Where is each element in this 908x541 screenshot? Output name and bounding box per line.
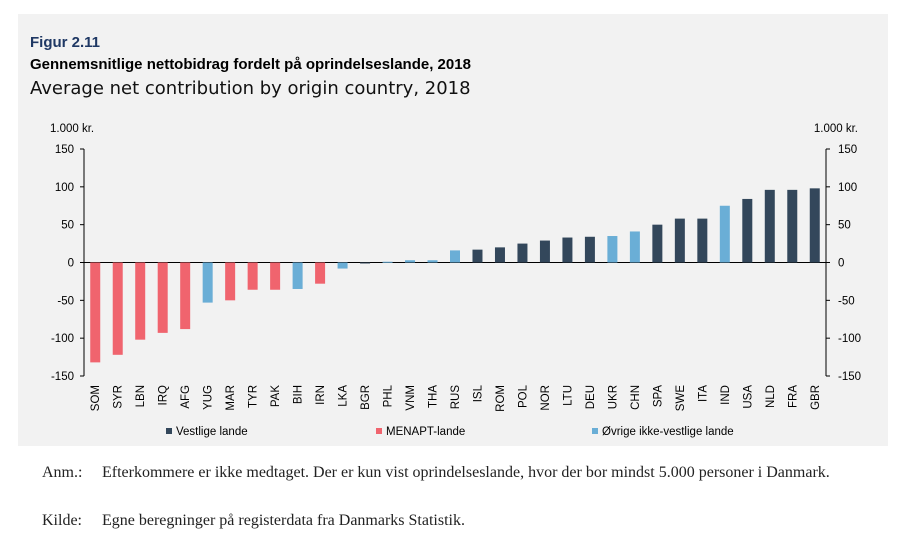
x-tick-label: SWE: [675, 385, 687, 412]
bar-lka: [337, 262, 348, 269]
x-tick-label: LBN: [135, 385, 147, 407]
bar-nld: [764, 189, 775, 263]
chart-title: Gennemsnitlige nettobidrag fordelt på op…: [30, 56, 471, 73]
bar-pak: [270, 262, 281, 290]
legend-swatch-vestlige: [166, 428, 172, 434]
y-tick-label-left: 100: [55, 182, 74, 194]
x-tick-label: TYR: [248, 385, 260, 408]
note-anm: Anm.: Efterkommere er ikke medtaget. Der …: [42, 462, 882, 483]
y-tick-label-left: -100: [51, 333, 74, 345]
x-tick-label: RUS: [450, 385, 462, 410]
x-tick-label: BIH: [293, 385, 305, 404]
x-tick-label: ITA: [697, 385, 709, 402]
y-tick-label-right: -150: [838, 371, 861, 383]
x-tick-label: USA: [742, 385, 754, 409]
x-tick-label: SPA: [652, 385, 664, 407]
note-kilde-text: Egne beregninger på registerdata fra Dan…: [102, 512, 465, 529]
x-tick-label: ROM: [495, 385, 507, 412]
bar-yug: [202, 262, 213, 303]
note-kilde-tag: Kilde:: [42, 512, 82, 529]
x-tick-label: PAK: [270, 385, 282, 407]
y-tick-label-right: 0: [838, 258, 844, 270]
y-tick-label-right: -100: [838, 333, 861, 345]
x-tick-label: CHN: [630, 385, 642, 410]
bar-tha: [427, 260, 438, 263]
x-tick-label: SYR: [113, 385, 125, 409]
legend-swatch-ovrige: [592, 428, 598, 434]
y-tick-label-right: 50: [838, 220, 851, 232]
bar-mar: [225, 262, 236, 301]
bar-vnm: [405, 260, 416, 263]
bar-ukr: [607, 236, 618, 263]
x-tick-label: NOR: [540, 385, 552, 411]
x-tick-label: SOM: [90, 385, 102, 411]
x-tick-label: PHL: [383, 384, 395, 407]
bar-gbr: [809, 188, 820, 263]
x-tick-label: DEU: [585, 385, 597, 409]
x-tick-label: IND: [720, 385, 732, 405]
x-tick-label: IRQ: [158, 385, 170, 406]
x-tick-label: LKA: [338, 385, 350, 407]
x-tick-label: MAR: [225, 385, 237, 411]
x-tick-label: FRA: [787, 385, 799, 408]
x-tick-label: ISL: [472, 384, 484, 402]
x-tick-label: POL: [517, 384, 529, 408]
bar-bgr: [360, 262, 371, 264]
legend-label-vestlige: Vestlige lande: [176, 426, 248, 438]
y-tick-label-left: -50: [57, 295, 74, 307]
x-tick-label: AFG: [180, 385, 192, 409]
x-tick-label: VNM: [405, 385, 417, 411]
bar-deu: [584, 236, 595, 263]
note-anm-text: Efterkommere er ikke medtaget. Der er ku…: [102, 464, 830, 481]
y-unit-label-right: 1.000 kr.: [814, 123, 858, 135]
bar-afg: [180, 262, 191, 330]
y-tick-label-right: 100: [838, 182, 857, 194]
bar-phl: [382, 261, 393, 263]
bar-ind: [719, 205, 730, 263]
y-tick-label-right: -50: [838, 295, 855, 307]
y-tick-label-right: 150: [838, 144, 857, 156]
x-tick-label: UKR: [607, 385, 619, 409]
legend-label-menapt: MENAPT-lande: [386, 426, 465, 438]
bar-bih: [292, 262, 303, 289]
bar-pol: [517, 243, 528, 263]
chart-subtitle: Average net contribution by origin count…: [30, 78, 471, 99]
x-tick-label: YUG: [203, 385, 215, 410]
bar-isl: [472, 249, 483, 263]
x-tick-label: GBR: [810, 385, 822, 410]
legend-swatch-menapt: [376, 428, 382, 434]
bar-rom: [494, 247, 505, 263]
bar-usa: [742, 198, 753, 263]
y-tick-label-left: 150: [55, 144, 74, 156]
y-unit-label-left: 1.000 kr.: [50, 123, 94, 135]
figure-label: Figur 2.11: [30, 34, 101, 51]
legend-label-ovrige: Øvrige ikke-vestlige lande: [602, 426, 734, 438]
y-tick-label-left: -150: [51, 371, 74, 383]
bar-fra: [787, 189, 798, 263]
bar-irq: [157, 262, 168, 333]
x-tick-label: BGR: [360, 385, 372, 410]
note-kilde: Kilde: Egne beregninger på registerdata f…: [42, 510, 882, 531]
bar-ltu: [562, 237, 573, 263]
x-tick-label: THA: [428, 385, 440, 408]
bar-spa: [652, 224, 663, 263]
x-tick-label: LTU: [562, 385, 574, 406]
bar-som: [90, 262, 101, 363]
bar-rus: [450, 250, 460, 263]
bar-ita: [697, 218, 708, 263]
bar-irn: [315, 262, 326, 284]
bar-chn: [629, 231, 640, 263]
y-tick-label-left: 0: [68, 258, 74, 270]
bar-syr: [112, 262, 123, 355]
bar-lbn: [135, 262, 146, 340]
note-anm-tag: Anm.:: [42, 464, 83, 481]
x-tick-label: NLD: [765, 385, 777, 408]
y-tick-label-left: 50: [61, 220, 74, 232]
x-tick-label: IRN: [315, 385, 327, 405]
bar-tyr: [247, 262, 258, 290]
bar-swe: [674, 218, 685, 263]
bar-nor: [539, 240, 550, 263]
